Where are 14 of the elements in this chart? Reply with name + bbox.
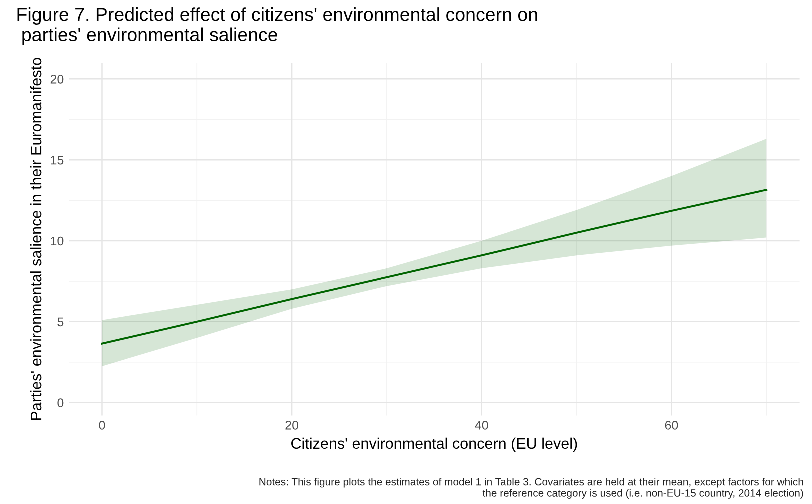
x-tick-label: 20 — [286, 420, 299, 430]
line-series — [101, 189, 768, 345]
y-tick-label: 0 — [58, 398, 64, 408]
x-tick-label: 60 — [665, 420, 678, 430]
y-tick-label: 20 — [50, 74, 64, 84]
chart-title: Figure 7. Predicted effect of citizens' environmental concern on parties' environmental salience — [18, 8, 538, 46]
y-tick-label: 10 — [51, 236, 64, 246]
text: Notes: This figure plots the estimates of model 1 in Table 3. Covariates are held at their mean, except factors for which the reference category is used (i.e. non-EU-15 country, 2014 election) — [260, 478, 804, 499]
x-axis-title: Citizens' environmental concern (EU level) — [292, 438, 578, 452]
y-axis-title: Parties' environmental salience in their Euromanifesto — [30, 58, 42, 420]
y-tick-label: 15 — [51, 156, 64, 165]
y-tick-label: 5 — [58, 318, 64, 327]
x-tick-label: 40 — [475, 420, 488, 430]
x-tick-label: 0 — [99, 420, 106, 430]
